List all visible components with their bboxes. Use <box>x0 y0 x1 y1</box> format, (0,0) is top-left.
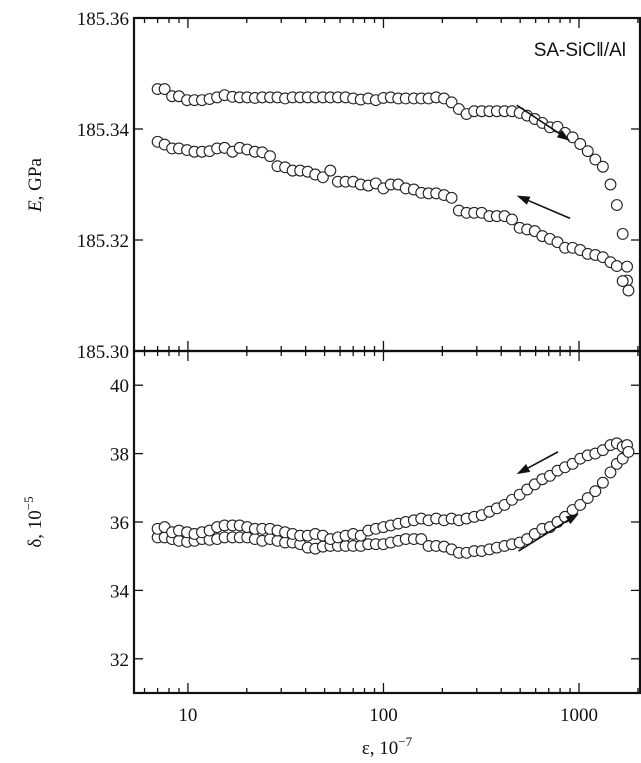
data-point <box>574 138 587 150</box>
data-point <box>445 191 458 204</box>
sample-label: SA-SiC‖/Al <box>534 40 626 61</box>
data-point <box>596 160 609 173</box>
bottom-y-axis-label: δ, 10−5 <box>21 496 46 547</box>
y-tick-label: 34 <box>110 581 130 602</box>
top-y-axis-symbol: E <box>25 200 46 213</box>
top-y-axis-unit: , GPa <box>25 158 46 201</box>
data-point <box>581 492 594 505</box>
x-tick-label: 100 <box>369 705 398 726</box>
direction-arrow-head <box>565 513 579 525</box>
data-point <box>506 213 518 226</box>
marker-layer <box>151 83 635 559</box>
data-point <box>610 260 623 273</box>
bottom-y-axis-text: δ, 10 <box>25 510 46 547</box>
data-point <box>622 445 635 458</box>
direction-arrow-increasing <box>518 519 569 552</box>
data-point <box>622 284 635 297</box>
data-point <box>415 533 428 546</box>
y-tick-label: 32 <box>110 650 129 671</box>
data-point <box>158 83 171 95</box>
x-axis-exponent: −7 <box>398 734 412 749</box>
data-point <box>574 498 587 511</box>
data-point <box>604 466 617 479</box>
y-tick-label: 185.34 <box>77 120 130 141</box>
data-point <box>610 199 623 211</box>
x-axis-label: ε, 10−7 <box>362 734 413 759</box>
y-tick-label: 36 <box>110 513 129 534</box>
data-point <box>621 260 633 273</box>
data-point <box>581 145 594 158</box>
x-axis-text: ε, 10 <box>362 738 398 759</box>
data-point <box>445 96 458 109</box>
top-y-axis-label: E, GPa <box>25 158 46 213</box>
data-point <box>589 485 602 498</box>
x-tick-label: 1000 <box>560 705 598 726</box>
direction-arrow-head <box>556 129 571 141</box>
tick-layer: 185.30 185.32 185.34 185.36 32 34 36 38 40 10 100 1… <box>77 9 640 726</box>
x-tick-label: 10 <box>178 705 197 726</box>
data-point <box>604 178 617 191</box>
y-tick-label: 40 <box>110 376 129 397</box>
direction-arrow-decreasing <box>527 451 559 469</box>
direction-arrow-decreasing <box>528 199 571 220</box>
y-tick-label: 185.30 <box>77 342 129 363</box>
y-tick-label: 38 <box>110 445 129 466</box>
direction-arrow-head <box>516 464 531 475</box>
data-point <box>324 164 337 177</box>
data-point <box>264 150 276 163</box>
data-point <box>616 275 629 288</box>
data-point <box>589 153 602 166</box>
y-tick-label: 185.32 <box>77 231 129 252</box>
data-point <box>316 171 329 184</box>
bottom-y-axis-exponent: −5 <box>21 496 36 510</box>
data-point <box>596 476 609 489</box>
direction-arrow-head <box>516 195 531 205</box>
direction-arrow-increasing <box>516 104 560 135</box>
arrow-layer <box>516 104 579 552</box>
y-tick-label: 185.36 <box>77 9 129 30</box>
data-point <box>616 227 629 240</box>
